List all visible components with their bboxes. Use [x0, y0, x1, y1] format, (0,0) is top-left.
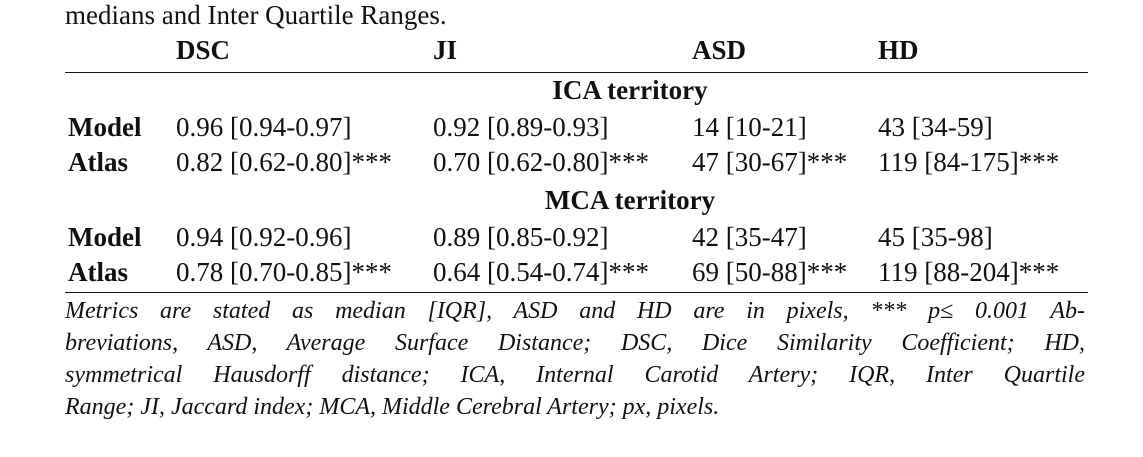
section-title: ICA territory: [552, 75, 708, 105]
row-label: Model: [68, 222, 142, 252]
table-cell: 0.70 [0.62-0.80]***: [433, 147, 649, 177]
table-cell: 0.82 [0.62-0.80]***: [176, 147, 392, 177]
column-header: JI: [433, 35, 458, 65]
footnote-line: symmetrical Hausdorff distance; ICA, Int…: [65, 362, 1085, 388]
table-cell: 0.94 [0.92-0.96]: [176, 222, 352, 252]
table-cell: 119 [88-204]***: [878, 257, 1060, 287]
footnote-line: breviations, ASD, Average Surface Distan…: [65, 330, 1085, 356]
table-cell: 0.89 [0.85-0.92]: [433, 222, 609, 252]
row-label: Atlas: [68, 257, 128, 287]
section-title: MCA territory: [544, 185, 716, 215]
table-cell: 119 [84-175]***: [878, 147, 1060, 177]
column-header: HD: [878, 35, 919, 65]
table-cell: 14 [10-21]: [692, 112, 807, 142]
row-label: Model: [68, 112, 142, 142]
column-header: ASD: [692, 35, 747, 65]
table-cell: 0.78 [0.70-0.85]***: [176, 257, 392, 287]
table-cell: 43 [34-59]: [878, 112, 993, 142]
table-cell: 47 [30-67]***: [692, 147, 848, 177]
table-cell: 45 [35-98]: [878, 222, 993, 252]
table-cell: 0.96 [0.94-0.97]: [176, 112, 352, 142]
column-header: DSC: [176, 35, 231, 65]
intro-text: medians and Inter Quartile Ranges.: [65, 0, 447, 30]
bottom-rule: [65, 292, 1088, 293]
table-cell: 42 [35-47]: [692, 222, 807, 252]
table-cell: 0.64 [0.54-0.74]***: [433, 257, 649, 287]
footnote-line: Range; JI, Jaccard index; MCA, Middle Ce…: [65, 394, 720, 420]
row-label: Atlas: [68, 147, 128, 177]
footnote-line: Metrics are stated as median [IQR], ASD …: [65, 298, 1085, 324]
top-rule: [65, 72, 1088, 73]
table-cell: 0.92 [0.89-0.93]: [433, 112, 609, 142]
table-cell: 69 [50-88]***: [692, 257, 848, 287]
